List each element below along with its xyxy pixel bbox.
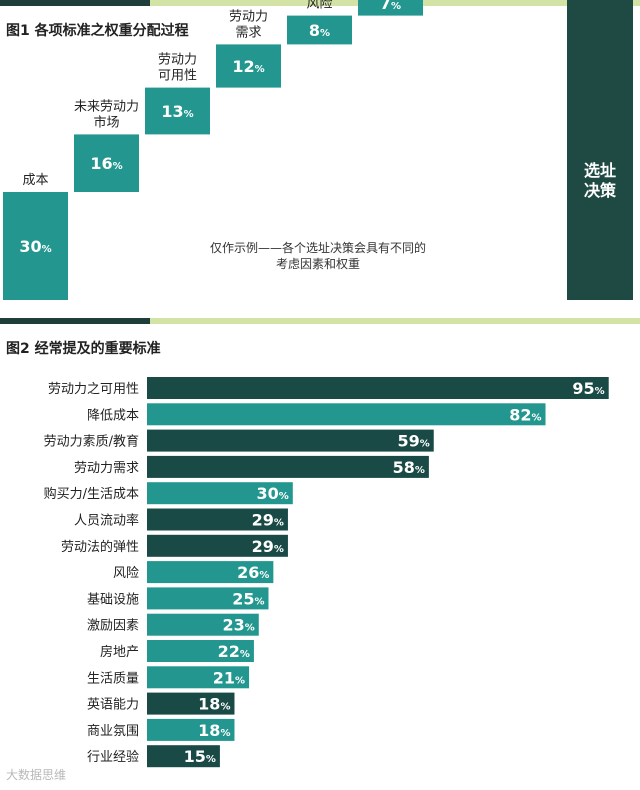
waterfall-bar: [74, 134, 139, 192]
waterfall-category-label: 市场: [93, 114, 119, 130]
bar-value-label: 22%: [218, 642, 250, 661]
bar: [147, 692, 235, 715]
bar-value-label: 29%: [252, 511, 284, 530]
waterfall-value-label: 12%: [232, 57, 264, 76]
middle-color-band: [0, 318, 640, 324]
bar-value-label: 18%: [198, 721, 230, 740]
category-label: 基础设施: [87, 592, 139, 607]
bar-value-label: 18%: [198, 695, 230, 714]
bar-value-label: 23%: [222, 616, 254, 635]
decision-label: 决策: [584, 181, 617, 200]
bar-value-label: 95%: [572, 379, 604, 398]
waterfall-chart: 30%成本16%未来劳动力市场13%劳动力可用性12%劳动力需求8%危险和风险7…: [3, 0, 633, 300]
bar-value-label: 58%: [393, 458, 425, 477]
bar: [147, 482, 293, 505]
bar: [147, 666, 250, 689]
waterfall-category-label: 风险: [306, 0, 332, 12]
bar: [147, 640, 254, 662]
category-label: 生活质量: [87, 671, 139, 686]
category-label: 劳动力之可用性: [48, 381, 139, 397]
waterfall-bar: [3, 192, 68, 300]
bar-value-label: 29%: [252, 537, 284, 556]
waterfall-bar: [358, 0, 423, 16]
category-label: 劳动法的弹性: [61, 539, 139, 555]
category-label: 劳动力需求: [74, 460, 139, 476]
waterfall-category-label: 成本: [22, 173, 48, 188]
waterfall-value-label: 30%: [19, 237, 51, 256]
bar-value-label: 59%: [397, 432, 429, 451]
category-label: 激励因素: [87, 619, 139, 634]
category-label: 劳动力素质/教育: [44, 434, 139, 450]
waterfall-category-label: 劳动力: [229, 8, 268, 24]
decision-label: 选址: [584, 161, 616, 180]
category-label: 风险: [113, 566, 139, 581]
waterfall-bar: [216, 44, 281, 88]
waterfall-annotation: 仅作示例——各个选址决策会具有不同的: [210, 240, 426, 255]
waterfall-category-label: 劳动力: [158, 52, 197, 68]
bar: [147, 508, 288, 531]
category-label: 英语能力: [87, 698, 139, 713]
bar-value-label: 26%: [237, 563, 269, 582]
bar: [147, 561, 274, 584]
bar-value-label: 21%: [213, 668, 245, 687]
category-label: 房地产: [100, 644, 139, 660]
bar: [147, 429, 434, 452]
bar: [147, 613, 259, 636]
bar: [147, 534, 288, 557]
bar-value-label: 25%: [232, 589, 264, 608]
waterfall-category-label: 需求: [235, 25, 261, 40]
bar: [147, 587, 269, 610]
figure2-title: 图2 经常提及的重要标准: [6, 341, 161, 357]
category-label: 商业氛围: [87, 724, 139, 739]
watermark: 大数据思维: [6, 768, 67, 782]
bar: [147, 455, 429, 478]
bar-value-label: 82%: [509, 405, 541, 424]
waterfall-bar: [145, 87, 210, 135]
waterfall-category-label: 可用性: [158, 69, 197, 84]
waterfall-value-label: 7%: [380, 0, 401, 13]
waterfall-annotation: 考虑因素和权重: [276, 257, 360, 271]
bar: [147, 745, 220, 768]
bar: [147, 403, 546, 426]
waterfall-bar: [287, 15, 352, 45]
waterfall-value-label: 8%: [309, 21, 330, 40]
waterfall-value-label: 13%: [161, 102, 193, 121]
bar: [147, 718, 235, 741]
bar: [147, 377, 609, 399]
category-label: 降低成本: [87, 408, 139, 423]
category-label: 行业经验: [87, 749, 139, 765]
waterfall-category-label: 未来劳动力: [74, 98, 139, 114]
category-label: 购买力/生活成本: [44, 486, 139, 502]
decision-bar: [567, 0, 633, 300]
waterfall-value-label: 16%: [90, 154, 122, 173]
category-label: 人员流动率: [74, 513, 139, 529]
figure1-title: 图1 各项标准之权重分配过程: [6, 23, 189, 39]
bar-value-label: 15%: [184, 747, 216, 766]
bar-value-label: 30%: [257, 484, 289, 503]
